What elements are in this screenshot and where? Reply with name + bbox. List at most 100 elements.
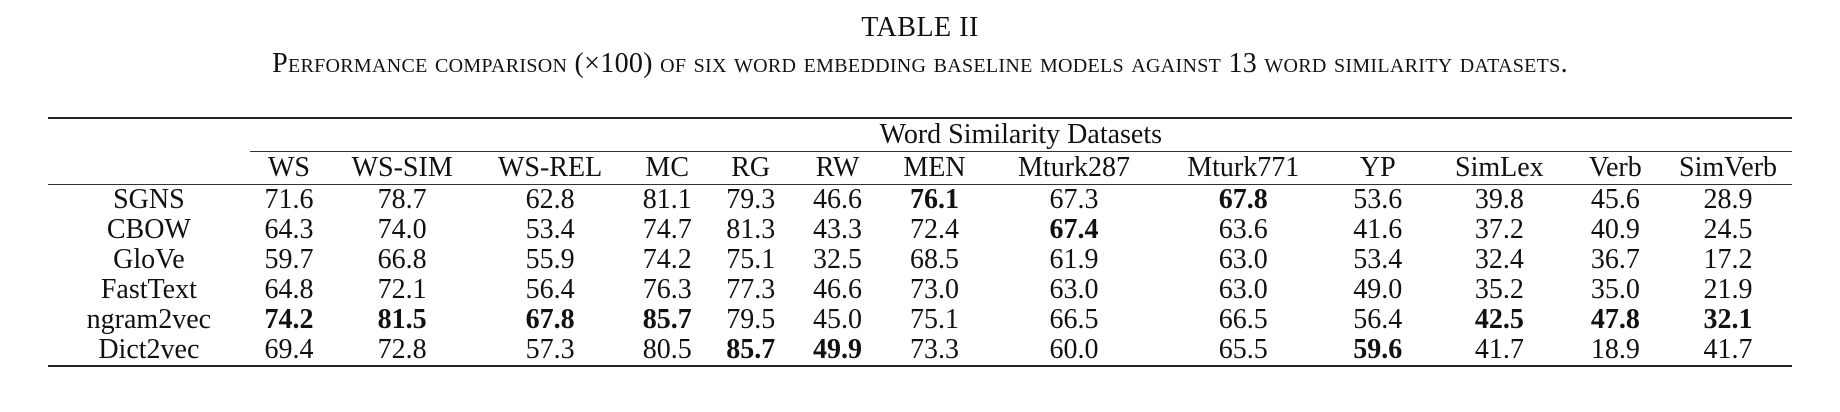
score-cell: 76.3 <box>642 274 692 305</box>
score-cell: 57.3 <box>476 335 625 367</box>
column-header: RG <box>710 151 792 185</box>
score-cell: 45.0 <box>813 304 863 335</box>
model-name-cell: GloVe <box>113 244 185 275</box>
table-label: TABLE II <box>861 12 979 43</box>
score-cell: 80.5 <box>624 335 711 367</box>
column-header: WS-SIM <box>328 151 477 185</box>
score-cell: 24.5 <box>1703 214 1753 245</box>
score-cell: 41.7 <box>1664 335 1792 367</box>
score-cell: 66.8 <box>377 244 427 275</box>
score-cell: 73.0 <box>909 274 959 305</box>
model-name-cell: CBOW <box>106 214 191 245</box>
score-cell: 17.2 <box>1703 244 1753 275</box>
score-cell: 49.0 <box>1353 274 1403 305</box>
score-cell: 32.5 <box>813 244 863 275</box>
score-cell: 41.7 <box>1432 335 1567 367</box>
score-cell: 64.3 <box>264 214 314 245</box>
score-cell: 56.4 <box>525 274 575 305</box>
empty-corner-cell <box>48 117 250 152</box>
score-cell: 85.7 <box>642 304 692 335</box>
table-row: SGNS 71.6 78.7 62.8 81.1 79.3 46.6 76.1 67.3 67.8… <box>48 184 1792 215</box>
model-name-cell: FastText <box>100 274 197 305</box>
score-cell: 76.1 <box>884 184 985 215</box>
score-cell: 35.2 <box>1474 274 1524 305</box>
score-cell: 53.4 <box>1353 244 1403 275</box>
score-cell: 56.4 <box>1353 304 1403 335</box>
score-cell: 59.6 <box>1323 335 1433 367</box>
score-cell: 85.7 <box>710 335 792 367</box>
score-cell: 75.1 <box>726 244 776 275</box>
column-header: WS <box>249 151 329 185</box>
column-header: RW <box>791 151 885 185</box>
column-header: SimVerb <box>1664 151 1792 185</box>
score-cell: 81.1 <box>624 184 711 215</box>
score-cell: 78.7 <box>328 184 477 215</box>
table-row: FastText 64.8 72.1 56.4 76.3 77.3 46.6 73.0 63.0… <box>48 275 1792 305</box>
score-cell: 32.4 <box>1474 244 1524 275</box>
score-cell: 64.8 <box>264 274 314 305</box>
score-cell: 47.8 <box>1590 304 1640 335</box>
score-cell: 63.0 <box>1049 274 1099 305</box>
score-cell: 59.7 <box>264 244 314 275</box>
score-cell: 53.4 <box>525 214 575 245</box>
score-cell: 63.0 <box>1218 274 1268 305</box>
score-cell: 72.4 <box>909 214 959 245</box>
score-cell: 74.7 <box>642 214 692 245</box>
score-cell: 60.0 <box>984 335 1164 367</box>
score-cell: 81.5 <box>377 304 427 335</box>
score-cell: 41.6 <box>1353 214 1403 245</box>
table-row: GloVe 59.7 66.8 55.9 74.2 75.1 32.5 68.5 61.9 63.… <box>48 245 1792 275</box>
score-cell: 74.2 <box>642 244 692 275</box>
score-cell: 32.1 <box>1703 304 1753 335</box>
score-cell: 69.4 <box>249 335 329 367</box>
score-cell: 75.1 <box>909 304 959 335</box>
score-cell: 81.3 <box>726 214 776 245</box>
model-column-header <box>48 152 250 185</box>
table-row: CBOW 64.3 74.0 53.4 74.7 81.3 43.3 72.4 67.4 63.6… <box>48 215 1792 245</box>
score-cell: 55.9 <box>525 244 575 275</box>
column-header: Mturk771 <box>1163 151 1324 185</box>
score-cell: 28.9 <box>1664 184 1792 215</box>
score-cell: 42.5 <box>1474 304 1524 335</box>
score-cell: 37.2 <box>1474 214 1524 245</box>
score-cell: 63.0 <box>1218 244 1268 275</box>
group-header-row: Word Similarity Datasets <box>48 117 1792 152</box>
score-cell: 65.5 <box>1163 335 1324 367</box>
results-table: Word Similarity Datasets WS WS-SIM WS-REL M… <box>48 117 1792 367</box>
column-header: Mturk287 <box>984 151 1164 185</box>
score-cell: 66.5 <box>1218 304 1268 335</box>
score-cell: 66.5 <box>1049 304 1099 335</box>
model-name-cell: Dict2vec <box>48 335 250 367</box>
table-row: ngram2vec 74.2 81.5 67.8 85.7 79.5 45.0 75.1 66.… <box>48 305 1792 335</box>
score-cell: 79.5 <box>726 304 776 335</box>
column-header: MEN <box>884 151 985 185</box>
score-cell: 46.6 <box>813 274 863 305</box>
score-cell: 71.6 <box>249 184 329 215</box>
score-cell: 21.9 <box>1703 274 1753 305</box>
score-cell: 67.8 <box>525 304 575 335</box>
score-cell: 68.5 <box>909 244 959 275</box>
column-header: Verb <box>1566 151 1665 185</box>
score-cell: 72.8 <box>328 335 477 367</box>
table-caption: Performance comparison (×100) of six wor… <box>272 48 1568 79</box>
score-cell: 46.6 <box>791 184 885 215</box>
score-cell: 39.8 <box>1432 184 1567 215</box>
column-header: MC <box>624 151 711 185</box>
results-table-container: Word Similarity Datasets WS WS-SIM WS-REL M… <box>48 117 1792 367</box>
score-cell: 35.0 <box>1590 274 1640 305</box>
score-cell: 61.9 <box>1049 244 1099 275</box>
score-cell: 45.6 <box>1566 184 1665 215</box>
score-cell: 40.9 <box>1590 214 1640 245</box>
column-header: YP <box>1323 151 1433 185</box>
score-cell: 74.0 <box>377 214 427 245</box>
score-cell: 67.3 <box>984 184 1164 215</box>
score-cell: 67.8 <box>1163 184 1324 215</box>
score-cell: 36.7 <box>1590 244 1640 275</box>
group-header: Word Similarity Datasets <box>249 117 1792 152</box>
table-row: Dict2vec 69.4 72.8 57.3 80.5 85.7 49.9 73.3 60.0… <box>48 335 1792 367</box>
score-cell: 74.2 <box>264 304 314 335</box>
score-cell: 63.6 <box>1218 214 1268 245</box>
column-header: SimLex <box>1432 151 1567 185</box>
score-cell: 67.4 <box>1049 214 1099 245</box>
score-cell: 62.8 <box>476 184 625 215</box>
